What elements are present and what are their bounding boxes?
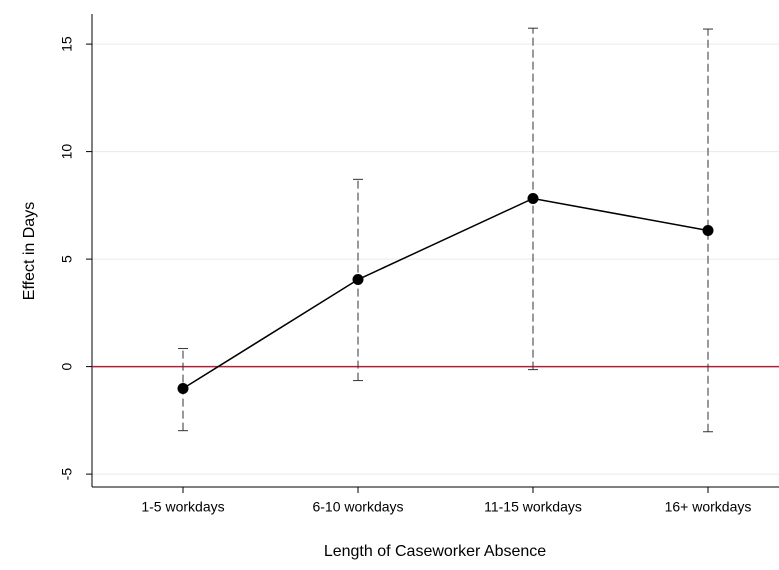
x-tick-label: 16+ workdays xyxy=(665,499,752,515)
x-tick-label: 11-15 workdays xyxy=(484,499,582,515)
y-tick-label: 15 xyxy=(59,36,75,52)
point xyxy=(527,192,539,204)
y-tick-label: 10 xyxy=(59,144,75,160)
y-tick-label: 0 xyxy=(59,362,75,370)
x-axis-label: Length of Caseworker Absence xyxy=(324,543,546,560)
y-axis-label: Effect in Days xyxy=(21,202,38,300)
y-tick-label: -5 xyxy=(59,468,75,481)
y-tick-label: 5 xyxy=(59,255,75,263)
x-tick-label: 1-5 workdays xyxy=(141,499,224,515)
x-tick-label: 6-10 workdays xyxy=(312,499,403,515)
point xyxy=(177,383,189,395)
point xyxy=(702,225,714,237)
point xyxy=(352,274,364,286)
line xyxy=(182,197,709,390)
